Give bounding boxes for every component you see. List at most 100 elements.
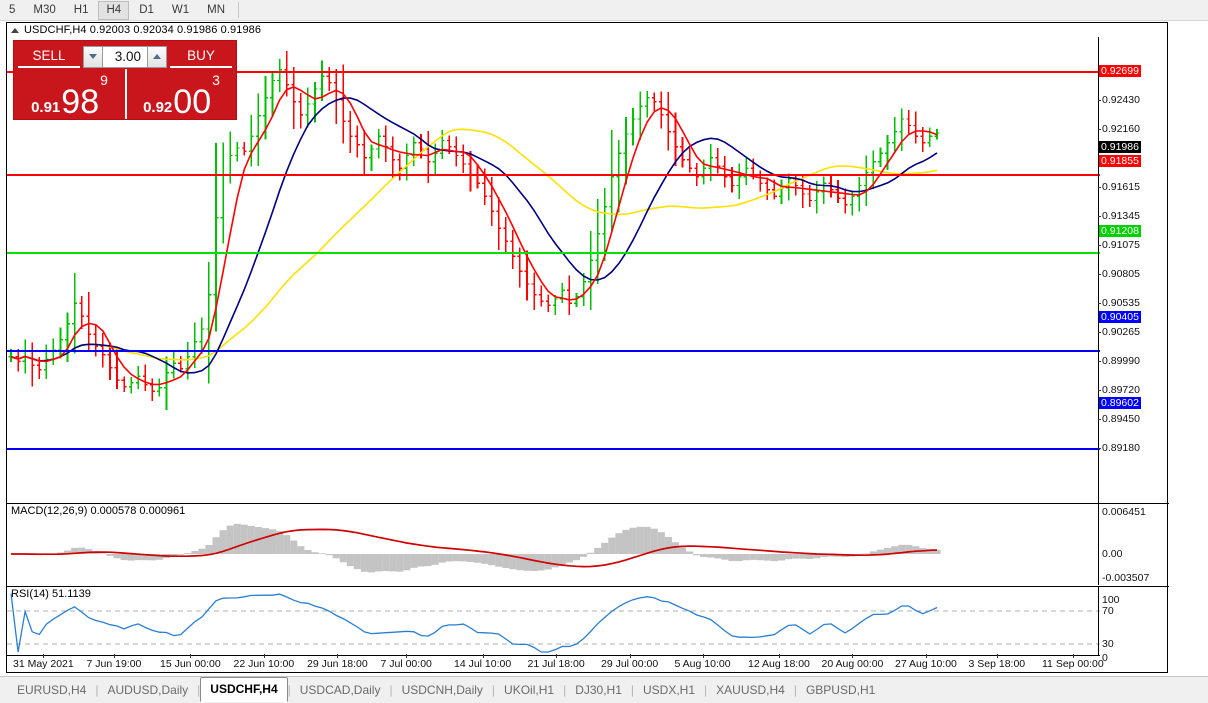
level-line-0-89602[interactable] bbox=[7, 448, 1100, 450]
macd-pane: MACD(12,26,9) 0.000578 0.000961 bbox=[7, 504, 1100, 585]
rsi-tick-100: 100 bbox=[1102, 594, 1120, 606]
time-label-1: 7 Jun 19:00 bbox=[87, 654, 141, 670]
sell-price[interactable]: 0.91 98 9 bbox=[14, 69, 125, 119]
macd-plot[interactable] bbox=[7, 504, 1100, 585]
price-marker-0-90405: 0.90405 bbox=[1099, 310, 1141, 323]
tab-usdchf-h4[interactable]: USDCHF,H4 bbox=[200, 677, 288, 702]
price-scale[interactable]: 0.92430 0.92160 0.91615 0.91345 0.91075 0.908… bbox=[1098, 37, 1167, 503]
candlestick-plot[interactable] bbox=[7, 37, 1100, 503]
tab-dj30-h1[interactable]: DJ30,H1 bbox=[575, 683, 622, 697]
price-tick-0-91345: 0.91345 bbox=[1098, 210, 1140, 222]
pane-separator-macd bbox=[7, 503, 1169, 504]
timeframe-toolbar: 5 M30 H1 H4 D1 W1 MN bbox=[0, 0, 1208, 21]
sell-price-big: 98 bbox=[61, 82, 100, 121]
price-marker-0-91986: 0.91986 bbox=[1099, 141, 1141, 154]
macd-tick-zero: 0.00 bbox=[1102, 548, 1123, 560]
price-marker-0-89602: 0.89602 bbox=[1099, 396, 1141, 409]
tab-usdx-h1[interactable]: USDX,H1 bbox=[643, 683, 696, 697]
price-marker-0-91855: 0.91855 bbox=[1099, 155, 1141, 168]
rsi-tick-70: 70 bbox=[1102, 605, 1114, 617]
time-label-4: 29 Jun 18:00 bbox=[307, 654, 368, 670]
timeframe-d1[interactable]: D1 bbox=[139, 3, 154, 16]
buy-price[interactable]: 0.92 00 3 bbox=[125, 69, 236, 119]
rsi-tick-0: 0 bbox=[1102, 652, 1108, 664]
volume-stepper[interactable]: 3.00 bbox=[83, 45, 167, 68]
time-label-10: 12 Aug 18:00 bbox=[748, 654, 810, 670]
price-marker-0-92699: 0.92699 bbox=[1099, 65, 1141, 77]
tab-eurusd-h4[interactable]: EURUSD,H4 bbox=[17, 683, 87, 697]
time-label-12: 27 Aug 10:00 bbox=[895, 654, 957, 670]
tab-gbpusd-h1[interactable]: GBPUSD,H1 bbox=[805, 683, 876, 697]
tab-divider: | bbox=[491, 683, 496, 697]
buy-price-big: 00 bbox=[173, 82, 212, 121]
buy-price-point: 3 bbox=[212, 72, 220, 88]
tab-usdcad-daily[interactable]: USDCAD,Daily bbox=[299, 683, 381, 697]
level-line-0-91855[interactable] bbox=[7, 174, 1100, 176]
macd-tick-bottom: -0.003507 bbox=[1102, 572, 1150, 584]
chart-window: USDCHF,H4 0.92003 0.92034 0.91986 0.9198… bbox=[6, 22, 1169, 673]
price-tick-0-91075: 0.91075 bbox=[1098, 239, 1140, 251]
chart-ohlc-label: USDCHF,H4 0.92003 0.92034 0.91986 0.9198… bbox=[24, 24, 262, 36]
price-tick-0-89720: 0.89720 bbox=[1098, 384, 1140, 396]
rsi-title: RSI(14) 51.1139 bbox=[11, 588, 91, 600]
price-tick-0-90535: 0.90535 bbox=[1098, 297, 1140, 309]
price-tick-0-90265: 0.90265 bbox=[1098, 326, 1140, 338]
chevron-up-icon bbox=[153, 54, 161, 59]
level-line-0-90405[interactable] bbox=[7, 350, 1100, 352]
level-line-0-92699[interactable] bbox=[7, 71, 1100, 73]
rsi-plot[interactable] bbox=[7, 587, 1100, 655]
tab-divider: | bbox=[287, 683, 291, 697]
tab-divider: | bbox=[630, 683, 634, 697]
time-axis[interactable]: 31 May 2021 7 Jun 19:00 15 Jun 00:00 22 Jun… bbox=[7, 654, 1104, 673]
macd-scale: 0.006451 0.00 -0.003507 bbox=[1098, 504, 1167, 585]
volume-decrease-button[interactable] bbox=[83, 45, 103, 68]
sell-price-point: 9 bbox=[100, 72, 108, 88]
volume-increase-button[interactable] bbox=[147, 45, 167, 68]
time-label-3: 22 Jun 10:00 bbox=[234, 654, 294, 670]
time-label-2: 15 Jun 00:00 bbox=[160, 654, 221, 670]
rsi-axis-line bbox=[1098, 587, 1099, 655]
rsi-scale: 100 70 30 0 bbox=[1098, 587, 1167, 664]
macd-tick-top: 0.006451 bbox=[1102, 506, 1146, 518]
trade-panel-top-row: SELL 3.00 BUY bbox=[14, 41, 236, 69]
tab-divider: | bbox=[563, 683, 567, 697]
timeframe-m5[interactable]: 5 bbox=[9, 3, 16, 16]
time-label-9: 5 Aug 10:00 bbox=[675, 654, 731, 670]
tab-usdcnh-daily[interactable]: USDCNH,Daily bbox=[401, 683, 483, 697]
timeframe-h4[interactable]: H4 bbox=[98, 0, 130, 20]
time-axis-line bbox=[7, 655, 1100, 656]
time-label-7: 21 Jul 18:00 bbox=[528, 654, 585, 670]
tab-xauusd-h4[interactable]: XAUUSD,H4 bbox=[716, 683, 785, 697]
macd-axis-line bbox=[1098, 504, 1099, 585]
timeframe-m30[interactable]: M30 bbox=[33, 3, 56, 16]
volume-input[interactable]: 3.00 bbox=[103, 45, 147, 68]
rsi-tick-30: 30 bbox=[1102, 638, 1114, 650]
timeframe-w1[interactable]: W1 bbox=[171, 3, 190, 16]
price-axis-line bbox=[1098, 37, 1099, 503]
level-line-0-91208[interactable] bbox=[7, 252, 1100, 254]
tab-divider: | bbox=[793, 683, 797, 697]
price-marker-0-91208: 0.91208 bbox=[1099, 224, 1141, 237]
timeframe-mn[interactable]: MN bbox=[207, 3, 226, 16]
sell-button[interactable]: SELL bbox=[18, 46, 80, 68]
tab-divider: | bbox=[704, 683, 708, 697]
one-click-trading-panel[interactable]: SELL 3.00 BUY 0.91 98 9 bbox=[13, 40, 237, 120]
buy-button[interactable]: BUY bbox=[170, 46, 232, 68]
tab-audusd-daily[interactable]: AUDUSD,Daily bbox=[107, 683, 189, 697]
time-label-13: 3 Sep 18:00 bbox=[969, 654, 1025, 670]
chart-title-row: USDCHF,H4 0.92003 0.92034 0.91986 0.9198… bbox=[7, 23, 1167, 37]
time-label-14: 11 Sep 00:00 bbox=[1042, 654, 1104, 670]
time-label-8: 29 Jul 00:00 bbox=[601, 654, 658, 670]
price-tick-0-92430: 0.92430 bbox=[1098, 94, 1140, 106]
price-tick-0-89180: 0.89180 bbox=[1098, 442, 1140, 454]
time-label-11: 20 Aug 00:00 bbox=[822, 654, 883, 670]
time-label-0: 31 May 2021 bbox=[13, 654, 74, 670]
tab-ukoil-h1[interactable]: UKOil,H1 bbox=[504, 683, 555, 697]
tab-divider: | bbox=[389, 683, 393, 697]
timeframe-h1[interactable]: H1 bbox=[73, 3, 89, 16]
collapse-triangle-icon[interactable] bbox=[11, 27, 19, 33]
tab-divider: | bbox=[95, 683, 99, 697]
pane-separator-rsi bbox=[7, 586, 1169, 587]
price-tick-0-90805: 0.90805 bbox=[1098, 268, 1140, 280]
